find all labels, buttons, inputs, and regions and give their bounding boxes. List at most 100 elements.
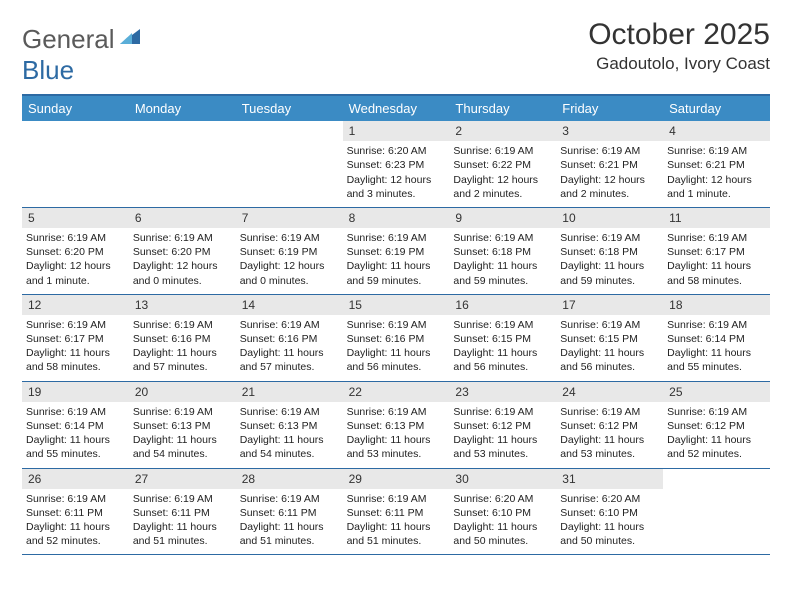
day-cell: 9Sunrise: 6:19 AMSunset: 6:18 PMDaylight… [449,208,556,294]
day-cell: 21Sunrise: 6:19 AMSunset: 6:13 PMDayligh… [236,382,343,468]
sunset-text: Sunset: 6:11 PM [133,506,232,520]
week-row: 19Sunrise: 6:19 AMSunset: 6:14 PMDayligh… [22,382,770,469]
day-cell: 25Sunrise: 6:19 AMSunset: 6:12 PMDayligh… [663,382,770,468]
sunset-text: Sunset: 6:17 PM [26,332,125,346]
day-cell: 6Sunrise: 6:19 AMSunset: 6:20 PMDaylight… [129,208,236,294]
sunrise-text: Sunrise: 6:19 AM [347,231,446,245]
day-number [129,121,236,141]
logo: GeneralBlue [22,18,141,86]
sunset-text: Sunset: 6:11 PM [347,506,446,520]
daylight-text: Daylight: 11 hours and 54 minutes. [133,433,232,461]
daylight-text: Daylight: 12 hours and 1 minute. [667,173,766,201]
sunset-text: Sunset: 6:13 PM [347,419,446,433]
sunset-text: Sunset: 6:11 PM [26,506,125,520]
daylight-text: Daylight: 11 hours and 52 minutes. [667,433,766,461]
day-cell: 8 Sunrise: 6:19 AMSunset: 6:19 PMDaylight… [343,208,450,294]
day-number: 2 [449,121,556,141]
weeks-container: 1 Sunrise: 6:20 AM Sunset: 6:23 PM Daylight… [22,121,770,555]
day-cell: 20Sunrise: 6:19 AMSunset: 6:13 PMDayligh… [129,382,236,468]
day-number: 16 [449,295,556,315]
day-cell: 7Sunrise: 6:19 AMSunset: 6:19 PMDaylight… [236,208,343,294]
day-cell: 26Sunrise: 6:19 AMSunset: 6:11 PMDayligh… [22,469,129,555]
sunrise-text: Sunrise: 6:19 AM [26,318,125,332]
day-number [236,121,343,141]
day-cell: 1Sunrise: 6:20 AMSunset: 6:23 PMDaylight… [343,121,450,207]
daylight-text: Daylight: 11 hours and 53 minutes. [347,433,446,461]
day-cell: 19Sunrise: 6:19 AMSunset: 6:14 PMDayligh… [22,382,129,468]
sunset-text: Sunset: 6:10 PM [560,506,659,520]
daylight-text: Daylight: 12 hours and 2 minutes. [453,173,552,201]
day-number: 23 [449,382,556,402]
day-number: 10 [556,208,663,228]
day-number: 1 [343,121,450,141]
sunset-text: Sunset: 6:12 PM [453,419,552,433]
sunset-text: Sunset: 6:20 PM [133,245,232,259]
day-number: 25 [663,382,770,402]
day-cell: 4Sunrise: 6:19 AMSunset: 6:21 PMDaylight… [663,121,770,207]
day-number: 26 [22,469,129,489]
sunset-text: Sunset: 6:10 PM [453,506,552,520]
day-cell: 18Sunrise: 6:19 AMSunset: 6:14 PMDayligh… [663,295,770,381]
day-number: 6 [129,208,236,228]
day-cell: 5Sunrise: 6:19 AMSunset: 6:20 PMDaylight… [22,208,129,294]
day-cell: 28Sunrise: 6:19 AMSunset: 6:11 PMDayligh… [236,469,343,555]
sunset-text: Sunset: 6:23 PM [347,158,446,172]
day-number: 30 [449,469,556,489]
day-number: 8 [343,208,450,228]
daylight-text: Daylight: 12 hours and 0 minutes. [240,259,339,287]
day-number: 4 [663,121,770,141]
daylight-text: Daylight: 11 hours and 58 minutes. [667,259,766,287]
sunset-text: Sunset: 6:19 PM [347,245,446,259]
daylight-text: Daylight: 11 hours and 55 minutes. [26,433,125,461]
day-number: 9 [449,208,556,228]
sunset-text: Sunset: 6:15 PM [453,332,552,346]
sunrise-text: Sunrise: 6:19 AM [453,231,552,245]
sunrise-text: Sunrise: 6:19 AM [560,318,659,332]
sunrise-text: Sunrise: 6:20 AM [560,492,659,506]
day-number: 31 [556,469,663,489]
sunset-text: Sunset: 6:13 PM [240,419,339,433]
day-number: 29 [343,469,450,489]
day-cell: 2Sunrise: 6:19 AMSunset: 6:22 PMDaylight… [449,121,556,207]
day-cell: 23Sunrise: 6:19 AMSunset: 6:12 PMDayligh… [449,382,556,468]
sunset-text: Sunset: 6:12 PM [560,419,659,433]
day-cell: 27Sunrise: 6:19 AMSunset: 6:11 PMDayligh… [129,469,236,555]
week-row: 12Sunrise: 6:19 AMSunset: 6:17 PMDayligh… [22,295,770,382]
sunrise-text: Sunrise: 6:19 AM [240,492,339,506]
daylight-text: Daylight: 11 hours and 50 minutes. [560,520,659,548]
sunset-text: Sunset: 6:16 PM [347,332,446,346]
daylight-text: Daylight: 11 hours and 53 minutes. [453,433,552,461]
header: GeneralBlue October 2025 Gadoutolo, Ivor… [22,18,770,86]
day-cell: 24Sunrise: 6:19 AMSunset: 6:12 PMDayligh… [556,382,663,468]
day-number: 15 [343,295,450,315]
sunrise-text: Sunrise: 6:19 AM [453,318,552,332]
daylight-text: Daylight: 12 hours and 0 minutes. [133,259,232,287]
day-number: 11 [663,208,770,228]
logo-text-blue: Blue [22,55,74,85]
sunrise-text: Sunrise: 6:19 AM [26,405,125,419]
day-number: 22 [343,382,450,402]
day-cell: 13Sunrise: 6:19 AMSunset: 6:16 PMDayligh… [129,295,236,381]
day-cell [22,121,129,207]
day-cell: 16Sunrise: 6:19 AMSunset: 6:15 PMDayligh… [449,295,556,381]
daylight-text: Daylight: 11 hours and 56 minutes. [560,346,659,374]
daylight-text: Daylight: 11 hours and 58 minutes. [26,346,125,374]
daylight-text: Daylight: 11 hours and 51 minutes. [347,520,446,548]
sunrise-text: Sunrise: 6:19 AM [560,231,659,245]
day-cell: 10Sunrise: 6:19 AMSunset: 6:18 PMDayligh… [556,208,663,294]
sunrise-text: Sunrise: 6:19 AM [240,318,339,332]
daylight-text: Daylight: 11 hours and 59 minutes. [560,259,659,287]
sunrise-text: Sunrise: 6:19 AM [667,144,766,158]
day-number: 20 [129,382,236,402]
weekday-header: Sunday [22,96,129,121]
month-title: October 2025 [588,18,770,52]
sunrise-text: Sunrise: 6:20 AM [453,492,552,506]
daylight-text: Daylight: 11 hours and 59 minutes. [347,259,446,287]
sunrise-text: Sunrise: 6:19 AM [667,231,766,245]
day-number: 12 [22,295,129,315]
sunrise-text: Sunrise: 6:19 AM [347,318,446,332]
day-number: 17 [556,295,663,315]
day-cell: 12 Sunrise: 6:19 AMSunset: 6:17 PMDayligh… [22,295,129,381]
day-number: 14 [236,295,343,315]
daylight-text: Daylight: 12 hours and 2 minutes. [560,173,659,201]
